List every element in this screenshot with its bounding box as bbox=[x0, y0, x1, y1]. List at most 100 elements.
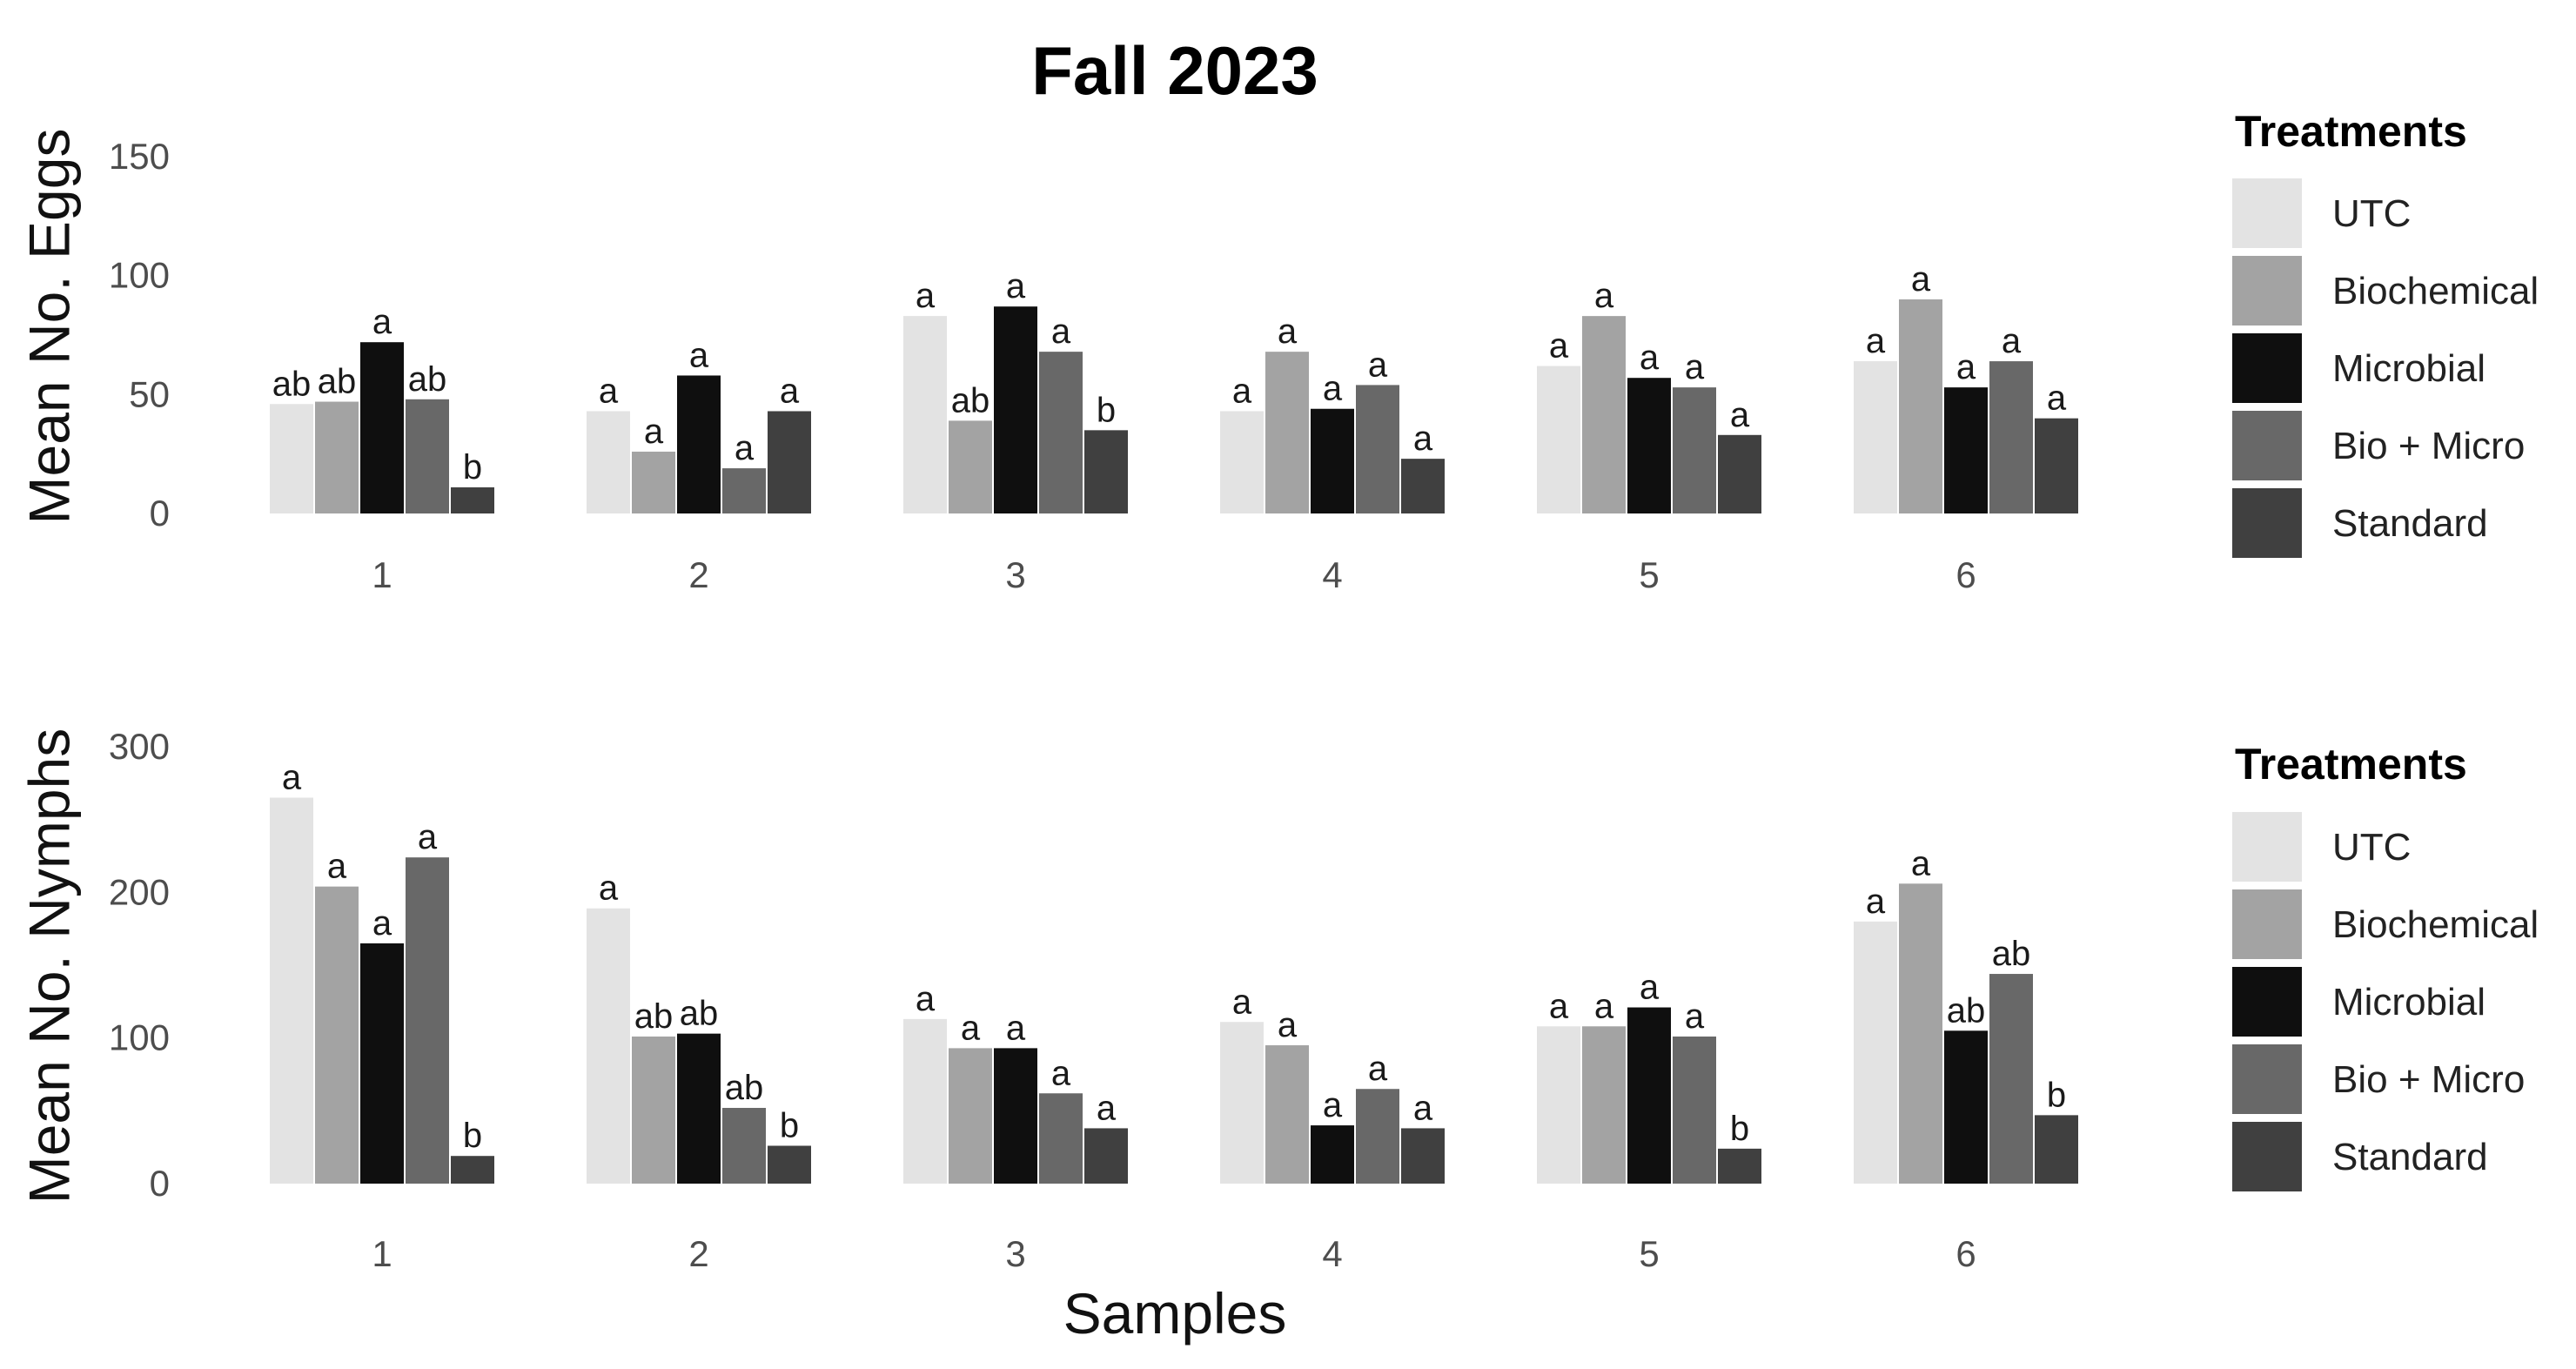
bar bbox=[903, 1018, 947, 1184]
y-tick-label: 300 bbox=[109, 726, 170, 767]
data-label: a bbox=[780, 372, 800, 410]
data-label: a bbox=[1956, 348, 1976, 386]
legend-item-label: Biochemical bbox=[2332, 903, 2539, 946]
data-label: b bbox=[1730, 1110, 1749, 1148]
x-tick-label: 2 bbox=[688, 1233, 708, 1274]
bar bbox=[270, 797, 313, 1184]
data-label: a bbox=[372, 303, 392, 341]
bar bbox=[768, 1145, 811, 1184]
data-label: a bbox=[1278, 1006, 1298, 1044]
legend-swatch bbox=[2232, 488, 2302, 558]
bar bbox=[677, 375, 721, 513]
data-label: a bbox=[1323, 370, 1343, 408]
bar bbox=[1854, 921, 1897, 1184]
legend: Treatments UTC Biochemical Microbial Bio + M… bbox=[2232, 107, 2539, 558]
data-label: a bbox=[916, 980, 936, 1018]
y-tick-label: 0 bbox=[150, 493, 170, 534]
data-label: ab bbox=[680, 995, 719, 1033]
bar bbox=[587, 411, 630, 513]
data-label: a bbox=[599, 372, 619, 410]
data-label: a bbox=[961, 1009, 981, 1047]
bar bbox=[1039, 352, 1083, 513]
bar bbox=[1537, 366, 1580, 513]
bar bbox=[1673, 1036, 1716, 1184]
legend-swatch bbox=[2232, 967, 2302, 1037]
bar bbox=[632, 1036, 675, 1184]
data-label: a bbox=[1911, 260, 1931, 299]
y-tick-label: 150 bbox=[109, 136, 170, 177]
legend-item-label: Microbial bbox=[2332, 347, 2485, 390]
legend-swatch bbox=[2232, 411, 2302, 480]
data-label: a bbox=[1006, 1009, 1026, 1047]
bar bbox=[949, 1048, 992, 1184]
bar bbox=[406, 857, 449, 1184]
data-label: a bbox=[2002, 322, 2022, 360]
bar bbox=[1627, 378, 1671, 513]
data-label: ab bbox=[634, 997, 674, 1036]
bar bbox=[1084, 1128, 1128, 1184]
data-label: a bbox=[916, 277, 936, 315]
data-label: a bbox=[1413, 1089, 1433, 1127]
data-label: b bbox=[1097, 391, 1116, 429]
bar bbox=[722, 1107, 766, 1184]
bar bbox=[1220, 411, 1264, 513]
bar bbox=[406, 399, 449, 513]
y-tick-label: 100 bbox=[109, 255, 170, 296]
bar bbox=[949, 420, 992, 513]
legend-item-label: UTC bbox=[2332, 826, 2411, 869]
bar bbox=[632, 451, 675, 513]
data-label: a bbox=[1594, 987, 1614, 1025]
bar bbox=[1039, 1093, 1083, 1184]
legend-swatch bbox=[2232, 333, 2302, 403]
bar bbox=[722, 468, 766, 513]
bar bbox=[587, 908, 630, 1184]
bar bbox=[360, 943, 404, 1184]
data-label: a bbox=[372, 904, 392, 943]
bar bbox=[1854, 361, 1897, 513]
bar bbox=[768, 411, 811, 513]
figure-title: Fall 2023 bbox=[1031, 32, 1318, 109]
bar bbox=[1311, 408, 1354, 513]
bar bbox=[1944, 1030, 1988, 1184]
data-label: a bbox=[282, 759, 302, 797]
data-label: a bbox=[1866, 882, 1886, 921]
data-label: a bbox=[1866, 322, 1886, 360]
legend-swatch bbox=[2232, 256, 2302, 325]
data-label: a bbox=[2047, 379, 2067, 418]
y-tick-label: 100 bbox=[109, 1017, 170, 1058]
bar bbox=[1311, 1125, 1354, 1184]
data-label: ab bbox=[725, 1069, 764, 1107]
y-tick-label: 200 bbox=[109, 871, 170, 912]
bar bbox=[360, 342, 404, 513]
x-tick-label: 3 bbox=[1005, 554, 1025, 595]
legend-title: Treatments bbox=[2235, 107, 2467, 156]
legend-swatch bbox=[2232, 1122, 2302, 1191]
data-label: a bbox=[1051, 1054, 1071, 1092]
data-label: ab bbox=[1992, 935, 2031, 973]
bar bbox=[1582, 1026, 1626, 1184]
bar bbox=[1989, 361, 2033, 513]
data-label: ab bbox=[272, 365, 312, 403]
bar bbox=[1582, 316, 1626, 513]
x-axis-label: Samples bbox=[1063, 1281, 1287, 1346]
bar bbox=[1989, 974, 2033, 1184]
x-tick-label: 1 bbox=[372, 554, 392, 595]
data-label: a bbox=[599, 869, 619, 908]
x-tick-label: 4 bbox=[1322, 1233, 1342, 1274]
data-label: b bbox=[463, 1117, 482, 1155]
legend-item-label: Standard bbox=[2332, 1136, 2488, 1178]
legend-title: Treatments bbox=[2235, 740, 2467, 789]
data-label: ab bbox=[318, 363, 357, 401]
legend-item-label: Standard bbox=[2332, 502, 2488, 545]
legend-swatch bbox=[2232, 812, 2302, 882]
bar bbox=[2035, 418, 2078, 513]
legend-swatch bbox=[2232, 178, 2302, 248]
data-label: a bbox=[327, 848, 347, 886]
bar bbox=[1627, 1007, 1671, 1184]
bar bbox=[315, 886, 359, 1184]
y-axis-label: Mean No. Nymphs bbox=[17, 728, 81, 1205]
data-label: a bbox=[1323, 1086, 1343, 1124]
